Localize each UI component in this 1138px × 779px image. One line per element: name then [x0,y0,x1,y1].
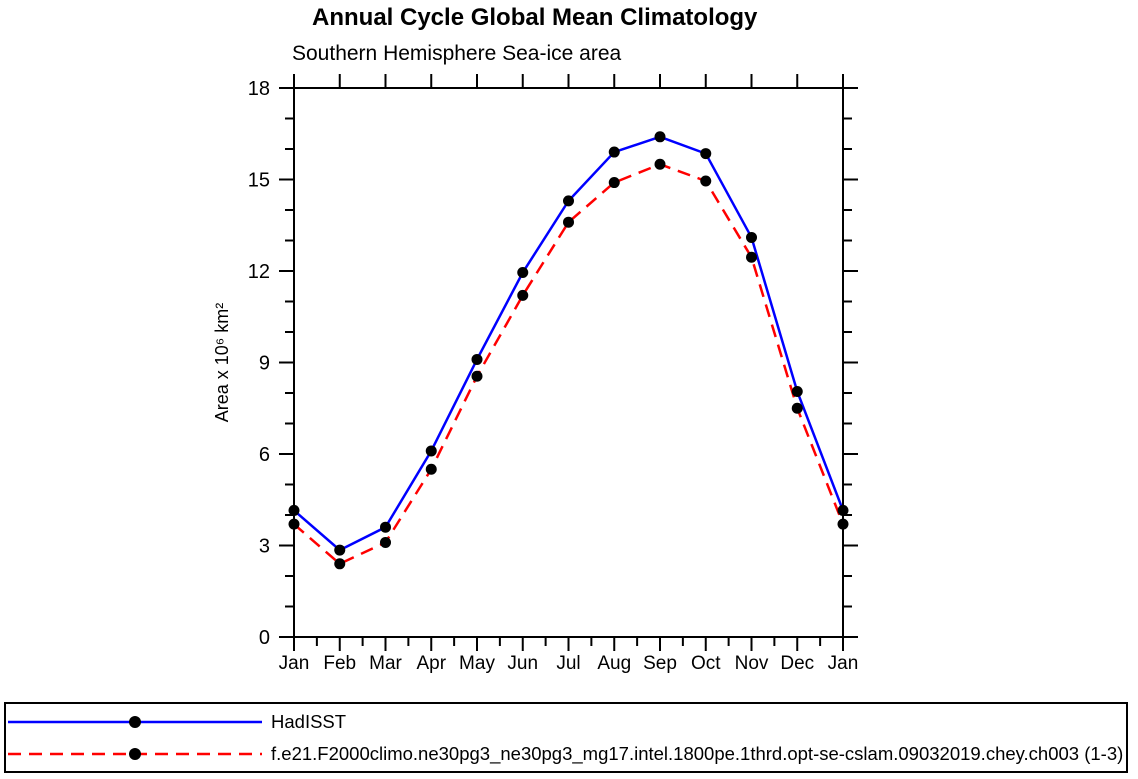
svg-text:18: 18 [248,78,270,100]
legend-label-hadisst: HadISST [271,710,347,732]
svg-text:Feb: Feb [323,653,356,674]
line-chart-plot: 0 3 6 9 12 15 18 Jan Feb Mar Apr May Jun Jul Aug Sep Oct… [212,74,859,674]
svg-text:15: 15 [248,170,270,192]
svg-text:Jun: Jun [507,653,538,674]
svg-text:May: May [459,653,495,674]
legend-label-model-run: f.e21.F2000climo.ne30pg3_ne30pg3_mg17.in… [271,742,1124,764]
legend-solid-line-swatch [8,715,262,728]
svg-text:Area x 10⁶ km²: Area x 10⁶ km² [212,303,232,422]
svg-text:Mar: Mar [369,653,402,674]
legend-item-model-run: f.e21.F2000climo.ne30pg3_ne30pg3_mg17.in… [6,738,1126,770]
svg-text:Dec: Dec [780,653,814,674]
legend-item-hadisst: HadISST [6,706,1126,738]
legend-box: HadISST f.e21.F2000climo.ne30pg3_ne30pg3… [4,702,1128,773]
svg-text:6: 6 [259,444,270,466]
svg-text:12: 12 [248,261,270,283]
legend-dashed-line-swatch [8,747,262,760]
svg-text:3: 3 [259,536,270,558]
svg-text:Nov: Nov [735,653,769,674]
svg-text:Jan: Jan [828,653,859,674]
svg-text:Sep: Sep [643,653,677,674]
svg-text:Jul: Jul [556,653,580,674]
svg-text:9: 9 [259,353,270,375]
svg-text:Jan: Jan [279,653,310,674]
chart-subtitle: Southern Hemisphere Sea-ice area [292,42,622,65]
svg-text:Aug: Aug [597,653,631,674]
chart-title: Annual Cycle Global Mean Climatology [312,4,758,31]
svg-text:Oct: Oct [691,653,721,674]
svg-text:0: 0 [259,627,270,649]
svg-text:Apr: Apr [416,653,446,674]
